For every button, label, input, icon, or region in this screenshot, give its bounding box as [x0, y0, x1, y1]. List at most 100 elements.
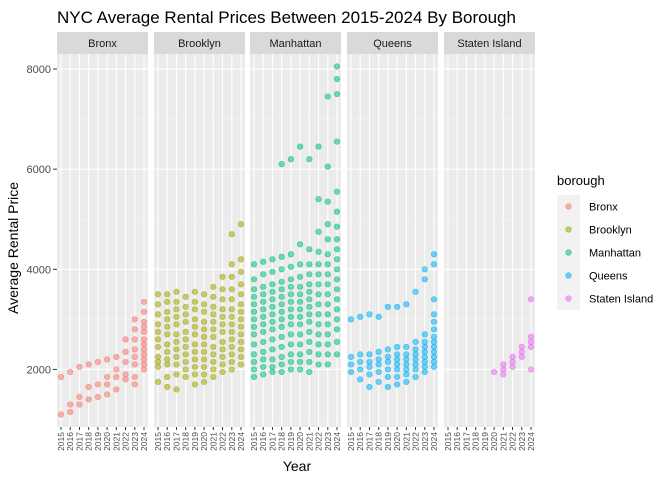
x-tick-label: 2017 — [74, 432, 84, 451]
data-point — [287, 283, 294, 290]
data-point — [154, 378, 162, 386]
data-point — [122, 336, 129, 343]
data-point — [210, 333, 217, 340]
x-tick-label: 2019 — [480, 432, 490, 451]
y-tick-label: 6000 — [27, 164, 51, 176]
x-tick-label: 2024 — [332, 432, 342, 451]
data-point — [210, 293, 217, 300]
x-tick-label: 2015 — [153, 432, 163, 451]
data-point — [210, 373, 217, 381]
data-point — [357, 351, 364, 358]
facet-strip-label: Bronx — [88, 38, 117, 50]
data-point — [366, 383, 373, 391]
data-point — [182, 303, 189, 310]
data-point — [191, 363, 198, 371]
data-point — [527, 366, 535, 373]
x-tick-label: 2019 — [286, 432, 296, 451]
data-point — [260, 283, 267, 290]
data-point — [315, 351, 322, 358]
data-point — [250, 276, 258, 283]
data-point — [333, 266, 341, 273]
data-point — [347, 368, 355, 376]
x-tick-label: 2016 — [355, 432, 365, 451]
data-point — [384, 358, 391, 366]
data-point — [219, 361, 226, 368]
data-point — [154, 343, 162, 350]
data-point — [164, 316, 171, 323]
data-point — [297, 298, 304, 305]
data-point — [260, 328, 267, 335]
data-point — [219, 321, 226, 328]
x-tick-label: 2016 — [452, 432, 462, 451]
x-tick-label: 2016 — [65, 432, 75, 451]
data-point — [113, 366, 120, 373]
data-point — [182, 358, 189, 366]
data-point — [357, 358, 364, 366]
data-point — [278, 161, 285, 168]
data-point — [228, 336, 235, 343]
x-tick-label: 2022 — [314, 432, 324, 451]
facet-strip — [444, 32, 535, 54]
legend-swatch — [565, 295, 572, 302]
data-point — [260, 321, 267, 328]
x-tick-label: 2016 — [258, 432, 268, 451]
data-point — [237, 361, 245, 368]
data-point — [210, 358, 217, 366]
data-point — [421, 331, 428, 338]
data-point — [94, 381, 101, 388]
data-point — [297, 261, 304, 268]
data-point — [297, 291, 304, 298]
data-point — [287, 358, 294, 366]
data-point — [347, 316, 355, 323]
data-point — [250, 366, 258, 373]
data-point — [191, 331, 198, 338]
data-point — [421, 276, 428, 283]
data-point — [287, 351, 294, 358]
data-point — [315, 248, 322, 255]
data-point — [333, 351, 341, 358]
data-point — [154, 321, 162, 328]
data-point — [306, 281, 313, 288]
data-point — [250, 316, 258, 323]
data-point — [76, 393, 83, 401]
data-point — [287, 263, 294, 270]
data-point — [154, 311, 162, 318]
x-tick-label: 2023 — [517, 432, 527, 451]
data-point — [131, 336, 138, 343]
data-point — [269, 303, 276, 310]
legend-label: Staten Island — [589, 294, 653, 306]
data-point — [250, 373, 258, 381]
data-point — [237, 316, 245, 323]
x-tick-label: 2021 — [208, 432, 218, 451]
data-point — [287, 251, 294, 258]
data-point — [219, 273, 226, 280]
data-point — [57, 411, 65, 418]
x-tick-label: 2015 — [249, 432, 259, 451]
data-point — [140, 298, 148, 305]
data-point — [219, 296, 226, 303]
data-point — [421, 368, 428, 376]
data-point — [201, 363, 208, 371]
data-point — [315, 341, 322, 348]
x-tick-label: 2021 — [498, 432, 508, 451]
data-point — [278, 323, 285, 330]
data-point — [260, 363, 267, 371]
x-tick-label: 2024 — [526, 432, 536, 451]
data-point — [191, 306, 198, 313]
data-point — [237, 323, 245, 330]
data-point — [287, 298, 294, 305]
data-point — [250, 261, 258, 268]
data-point — [164, 373, 171, 381]
data-point — [269, 268, 276, 275]
data-point — [527, 343, 535, 350]
data-point — [250, 308, 258, 315]
data-point — [173, 321, 180, 328]
data-point — [324, 236, 331, 243]
data-point — [333, 236, 341, 243]
data-point — [412, 338, 419, 345]
data-point — [315, 281, 322, 288]
data-point — [269, 346, 276, 353]
data-point — [297, 341, 304, 348]
x-tick-label: 2017 — [267, 432, 277, 451]
data-point — [201, 308, 208, 315]
